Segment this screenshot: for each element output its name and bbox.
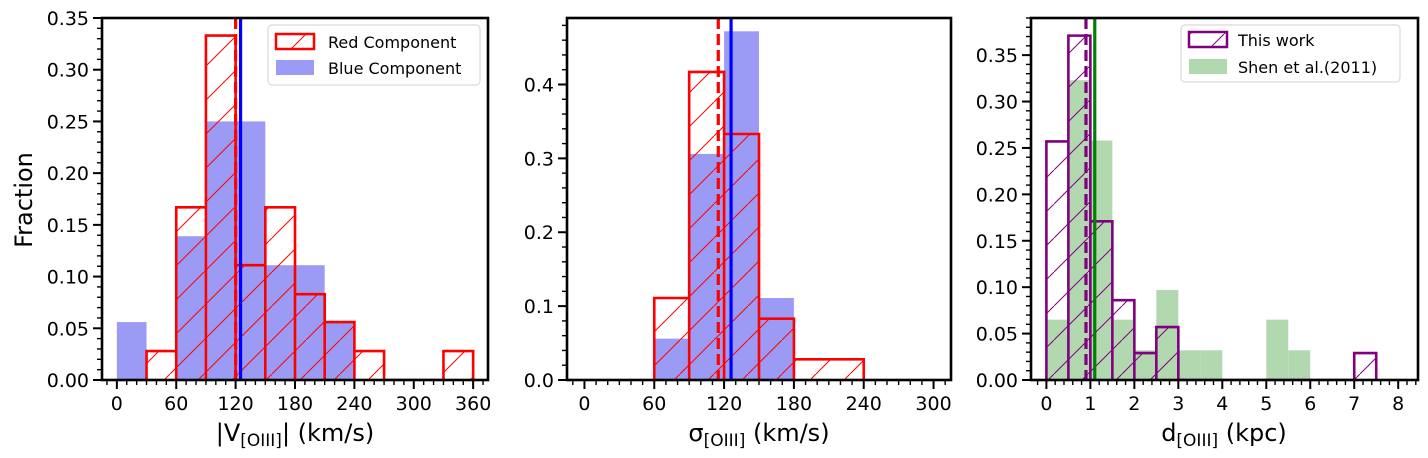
velocity-legend: Red Component Blue Component <box>267 24 481 86</box>
distance-legend: This work Shen et al.(2011) <box>1180 24 1401 83</box>
distance-y-tick-label: 0.05 <box>976 324 1018 346</box>
distance-x-tick-label: 2 <box>1128 393 1140 415</box>
velocity-plot-area: 0 60 120 180 240 300 360 0.00 0.05 0.10 0.15 0.20 0.… <box>47 8 492 415</box>
velocity-red-component-bar <box>443 351 474 380</box>
velocity-y-tick-label: 0.10 <box>47 267 89 289</box>
velocity-red-component-bar <box>354 351 385 380</box>
velocity-red-component-bar <box>205 35 236 380</box>
legend-label-shen-2011: Shen et al.(2011) <box>1238 58 1377 77</box>
velocity-blue-component-bar <box>116 322 147 380</box>
velocity-y-tick-label: 0.20 <box>47 163 89 185</box>
distance-x-tick-label: 7 <box>1348 393 1360 415</box>
distance-shen-et-al-2011-bar <box>1200 350 1223 380</box>
velocity-red-component-bar <box>295 294 325 380</box>
dispersion-y-tick-label: 0.1 <box>524 296 554 318</box>
distance-x-tick-label: 6 <box>1304 393 1316 415</box>
y-axis-label-fraction: Fraction <box>10 152 38 248</box>
dispersion-y-tick-label: 0.4 <box>524 74 554 96</box>
velocity-red-component-bar <box>324 322 355 380</box>
distance-x-axis-label: d[OIII] (kpc) <box>1161 419 1287 451</box>
legend-label-red-component: Red Component <box>328 33 456 52</box>
dispersion-x-axis-label: σ[OIII] (km/s) <box>688 419 829 451</box>
distance-this-work-bar <box>1046 141 1069 380</box>
distance-shen-et-al-2011-bar <box>1266 319 1289 380</box>
distance-y-tick-label: 0.35 <box>976 45 1018 67</box>
distance-histogram-panel: 0 1 2 3 4 5 6 7 8 0.00 0.05 0.10 0.15 0.20 0.25 0.30 0.3… <box>976 16 1420 451</box>
legend-swatch-blue-component <box>276 60 314 75</box>
dispersion-red-component-bar <box>793 359 864 380</box>
velocity-red-component-bar <box>176 207 206 380</box>
dispersion-red-component-outline <box>652 70 866 380</box>
velocity-y-tick-label: 0.35 <box>47 8 89 30</box>
distance-this-work-bar <box>1134 353 1157 380</box>
legend-swatch-shen-2011 <box>1189 59 1227 74</box>
dispersion-y-tick-label: 0.3 <box>524 148 554 170</box>
dispersion-histogram-panel: 0 60 120 180 240 300 0.0 0.1 0.2 0.3 0.4 σ[OIII] (… <box>524 16 953 451</box>
distance-shen-et-al-2011-bar <box>1178 350 1201 380</box>
distance-this-work-outline <box>1045 34 1378 380</box>
distance-this-work-bar <box>1156 327 1179 380</box>
velocity-red-component-bar <box>265 207 295 380</box>
distance-x-tick-label: 8 <box>1392 393 1404 415</box>
distance-y-tick-label: 0.15 <box>976 231 1018 253</box>
dispersion-x-tick-label: 180 <box>776 393 812 415</box>
legend-swatch-red-component <box>274 32 316 51</box>
distance-axes-frame <box>1029 16 1420 382</box>
velocity-y-tick-label: 0.30 <box>47 60 89 82</box>
velocity-y-tick-label: 0.15 <box>47 215 89 237</box>
distance-x-tick-label: 0 <box>1040 393 1052 415</box>
dispersion-y-tick-label: 0.2 <box>524 222 554 244</box>
velocity-x-tick-label: 60 <box>164 393 188 415</box>
distance-y-tick-label: 0.25 <box>976 138 1018 160</box>
velocity-x-tick-label: 180 <box>277 393 313 415</box>
distance-y-tick-label: 0.20 <box>976 184 1018 206</box>
velocity-x-tick-label: 0 <box>111 393 123 415</box>
distance-y-tick-label: 0.00 <box>976 370 1018 392</box>
dispersion-x-tick-label: 300 <box>915 393 951 415</box>
distance-y-tick-label: 0.30 <box>976 92 1018 114</box>
velocity-histogram-panel: 0 60 120 180 240 300 360 0.00 0.05 0.10 0.15 0.20 0.… <box>10 8 491 451</box>
velocity-y-tick-label: 0.25 <box>47 111 89 133</box>
distance-this-work-bar <box>1354 353 1377 380</box>
distance-x-tick-label: 4 <box>1216 393 1228 415</box>
dispersion-plot-area: 0 60 120 180 240 300 0.0 0.1 0.2 0.3 0.4 <box>524 16 953 415</box>
dispersion-x-tick-label: 120 <box>706 393 742 415</box>
dispersion-x-tick-label: 60 <box>642 393 666 415</box>
dispersion-red-component-bar <box>759 318 794 380</box>
velocity-x-tick-label: 240 <box>336 393 372 415</box>
distance-y-tick-label: 0.10 <box>976 277 1018 299</box>
velocity-x-axis-label: |V[OIII]| (km/s) <box>216 419 375 451</box>
distance-this-work-bar <box>1112 300 1135 380</box>
legend-label-this-work: This work <box>1237 31 1315 50</box>
velocity-y-tick-label: 0.05 <box>47 318 89 340</box>
distance-x-tick-label: 3 <box>1172 393 1184 415</box>
distance-plot-area: 0 1 2 3 4 5 6 7 8 0.00 0.05 0.10 0.15 0.20 0.25 0.30 0.3… <box>976 16 1420 415</box>
distance-x-tick-label: 1 <box>1084 393 1096 415</box>
velocity-y-tick-label: 0.00 <box>47 370 89 392</box>
velocity-x-tick-label: 300 <box>396 393 432 415</box>
dispersion-red-component-bar <box>724 133 759 380</box>
velocity-x-tick-label: 120 <box>217 393 253 415</box>
dispersion-x-tick-label: 240 <box>846 393 882 415</box>
velocity-red-component-outline <box>145 34 475 380</box>
dispersion-red-component-bar <box>654 297 690 380</box>
distance-x-tick-label: 5 <box>1260 393 1272 415</box>
velocity-x-tick-label: 360 <box>455 393 491 415</box>
dispersion-y-tick-label: 0.0 <box>524 370 554 392</box>
velocity-red-component-bar <box>146 351 177 380</box>
legend-swatch-this-work <box>1187 30 1229 49</box>
distance-shen-et-al-2011-bar <box>1288 350 1311 380</box>
legend-label-blue-component: Blue Component <box>328 59 461 78</box>
dispersion-x-tick-label: 0 <box>578 393 590 415</box>
